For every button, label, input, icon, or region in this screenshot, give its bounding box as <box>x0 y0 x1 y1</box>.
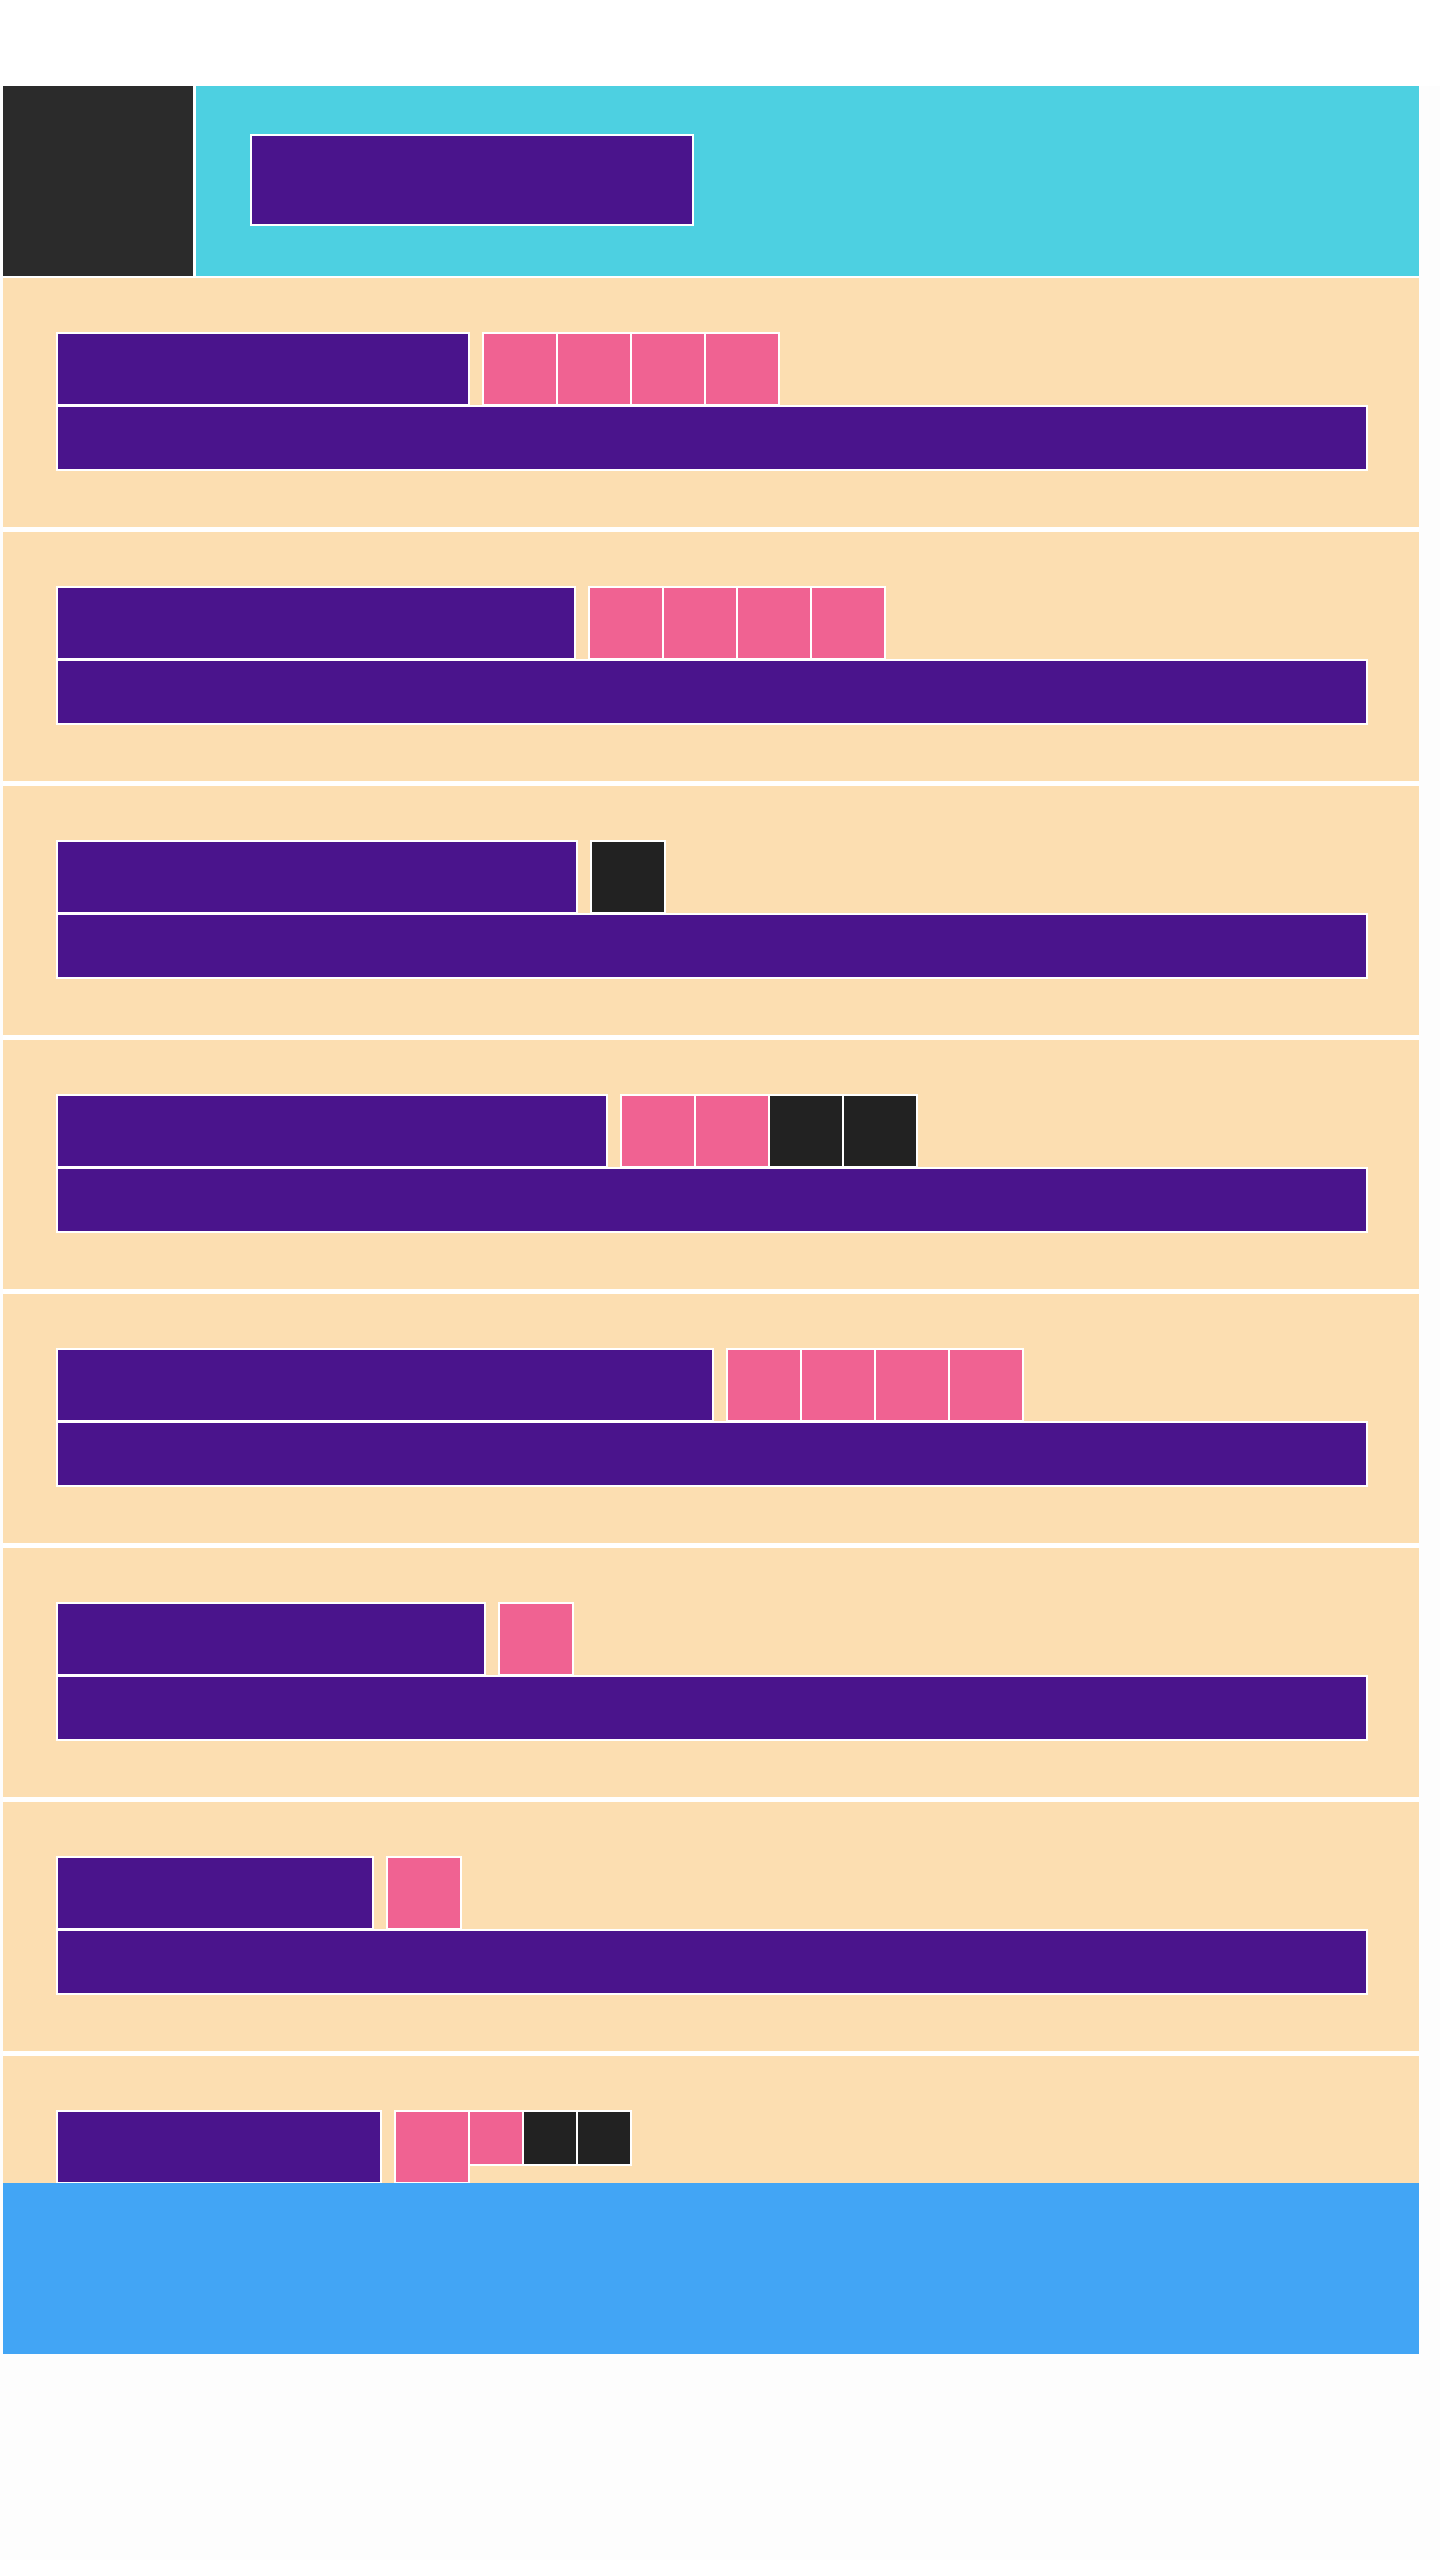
tag-chip[interactable] <box>800 1348 876 1422</box>
card-title-text <box>58 1858 59 1859</box>
card-head <box>56 1094 918 1168</box>
card-body-text <box>58 1169 59 1170</box>
card-title-text <box>58 842 59 843</box>
card-title-block[interactable] <box>56 1856 374 1930</box>
card-body-text <box>58 661 59 662</box>
card <box>3 278 1419 532</box>
card-head <box>56 2110 632 2184</box>
tag-chip[interactable] <box>394 2110 470 2184</box>
tag-chip[interactable] <box>726 1348 802 1422</box>
card-body-block[interactable] <box>56 1675 1368 1741</box>
tag-chip[interactable] <box>588 586 664 660</box>
card-body-text <box>58 915 59 916</box>
card-body-block[interactable] <box>56 405 1368 471</box>
tag-chip[interactable] <box>498 1602 574 1676</box>
card-head <box>56 1856 462 1930</box>
card-body-block[interactable] <box>56 913 1368 979</box>
card-title-text <box>58 588 59 589</box>
card-body-block[interactable] <box>56 1167 1368 1233</box>
card-title-text <box>58 2112 59 2113</box>
card <box>3 1294 1419 1548</box>
app-footer <box>3 2183 1419 2354</box>
footer-label <box>3 2183 4 2184</box>
card-title-block[interactable] <box>56 2110 382 2184</box>
card-body-block[interactable] <box>56 659 1368 725</box>
tag-chip[interactable] <box>694 1094 770 1168</box>
card <box>3 532 1419 786</box>
tag-chip[interactable] <box>468 2110 524 2166</box>
card <box>3 1548 1419 1802</box>
card-title-block[interactable] <box>56 1094 608 1168</box>
header-bar <box>196 86 1419 276</box>
card-head <box>56 332 780 406</box>
tag-chip[interactable] <box>576 2110 632 2166</box>
card-title-block[interactable] <box>56 1348 714 1422</box>
header-title-text <box>252 136 253 137</box>
card-title-text <box>58 334 59 335</box>
card <box>3 1040 1419 1294</box>
tag-chip[interactable] <box>948 1348 1024 1422</box>
card-head <box>56 840 666 914</box>
card-title-block[interactable] <box>56 1602 486 1676</box>
card-body-block[interactable] <box>56 1421 1368 1487</box>
app-root <box>3 86 1419 2375</box>
tag-chip[interactable] <box>556 332 632 406</box>
card-title-text <box>58 1096 59 1097</box>
logo-block-icon[interactable] <box>3 86 196 276</box>
tag-chip[interactable] <box>736 586 812 660</box>
card-title-text <box>58 1604 59 1605</box>
card-title-block[interactable] <box>56 332 470 406</box>
tag-chip[interactable] <box>810 586 886 660</box>
tag-chip[interactable] <box>482 332 558 406</box>
tag-chip[interactable] <box>590 840 666 914</box>
card <box>3 1802 1419 2056</box>
tag-chip[interactable] <box>704 332 780 406</box>
header-title-block[interactable] <box>250 134 694 226</box>
tag-chip[interactable] <box>522 2110 578 2166</box>
card-head <box>56 1348 1024 1422</box>
card-title-block[interactable] <box>56 586 576 660</box>
card-head <box>56 586 886 660</box>
card-body-block[interactable] <box>56 1929 1368 1995</box>
card-body-text <box>58 1423 59 1424</box>
tag-chip[interactable] <box>768 1094 844 1168</box>
tag-chip[interactable] <box>842 1094 918 1168</box>
tag-chip[interactable] <box>662 586 738 660</box>
card-head <box>56 1602 574 1676</box>
tag-chip[interactable] <box>630 332 706 406</box>
card-title-text <box>58 1350 59 1351</box>
tag-chip[interactable] <box>620 1094 696 1168</box>
card <box>3 786 1419 1040</box>
card-body-text <box>58 1931 59 1932</box>
tag-chip[interactable] <box>386 1856 462 1930</box>
card-title-block[interactable] <box>56 840 578 914</box>
top-spacer <box>0 0 1440 86</box>
card-feed <box>3 278 1419 2375</box>
app-header <box>3 86 1419 278</box>
card-body-text <box>58 407 59 408</box>
card-body-text <box>58 1677 59 1678</box>
tag-chip[interactable] <box>874 1348 950 1422</box>
